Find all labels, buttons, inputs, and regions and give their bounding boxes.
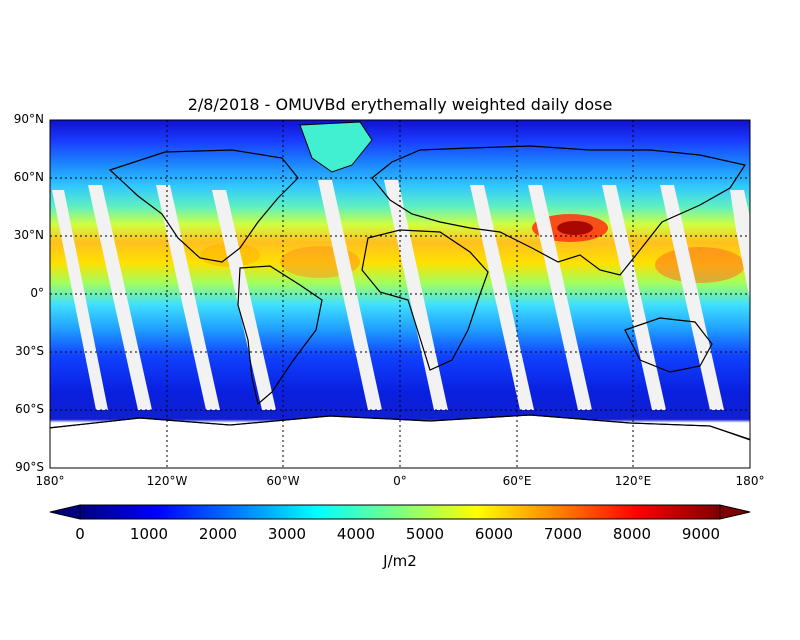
- map-title: 2/8/2018 - OMUVBd erythemally weighted d…: [187, 95, 613, 114]
- africa: [361, 229, 489, 371]
- lat-label-30n: 30°N: [13, 228, 44, 242]
- colorbar-unit-label: J/m2: [383, 552, 417, 570]
- colorbar-tick: 7000: [543, 525, 583, 543]
- lat-label-90s: 90°S: [15, 460, 44, 474]
- colorbar-max-arrow: [719, 504, 751, 520]
- orbit-gap: [212, 190, 276, 410]
- colorbar-tick: 0: [75, 525, 85, 543]
- colorbar-tick: 6000: [474, 525, 514, 543]
- lon-label-0: 0°: [393, 474, 407, 488]
- lon-label-180e: 180°: [735, 474, 765, 488]
- colorbar-tick: 9000: [681, 525, 721, 543]
- lat-label-30s: 30°S: [15, 344, 44, 358]
- colorbar-tick: 3000: [267, 525, 307, 543]
- hotspot-asia-core: [557, 221, 593, 235]
- north-america: [108, 149, 299, 263]
- map-field: [50, 120, 750, 468]
- colorbar-tick: 2000: [198, 525, 238, 543]
- colorbar-tick: 5000: [405, 525, 445, 543]
- lat-label-60n: 60°N: [13, 170, 44, 184]
- colorbar-tick: 4000: [336, 525, 376, 543]
- south-america: [237, 265, 323, 406]
- orbit-gap: [52, 190, 108, 410]
- lon-label-120w: 120°W: [146, 474, 188, 488]
- lon-label-120e: 120°E: [614, 474, 652, 488]
- orbit-gap: [602, 185, 666, 410]
- lat-label-90n: 90°N: [13, 112, 44, 126]
- orbit-gap: [730, 190, 750, 300]
- hotspot-pacific: [655, 247, 745, 283]
- orbit-gap: [660, 185, 724, 410]
- colorbar-min-arrow: [49, 504, 81, 520]
- orbit-gap: [528, 185, 592, 410]
- colorbar: [49, 504, 751, 520]
- orbit-gap: [88, 185, 152, 410]
- orbit-gap: [470, 185, 534, 410]
- antarctica-coast: [50, 414, 750, 440]
- lon-label-60e: 60°E: [502, 474, 532, 488]
- orbit-gaps: [52, 180, 750, 410]
- orbit-gap: [156, 185, 220, 410]
- colorbar-ramp: [79, 504, 721, 520]
- colorbar-tick: 8000: [612, 525, 652, 543]
- colorbar-tick: 1000: [129, 525, 169, 543]
- lat-label-60s: 60°S: [15, 402, 44, 416]
- graticule: [50, 120, 750, 468]
- lon-label-60w: 60°W: [266, 474, 300, 488]
- australia: [624, 317, 713, 373]
- lon-label-180w: 180°: [35, 474, 65, 488]
- greenland: [299, 121, 373, 173]
- map-frame: [49, 119, 751, 469]
- lat-label-equator: 0°: [30, 286, 44, 300]
